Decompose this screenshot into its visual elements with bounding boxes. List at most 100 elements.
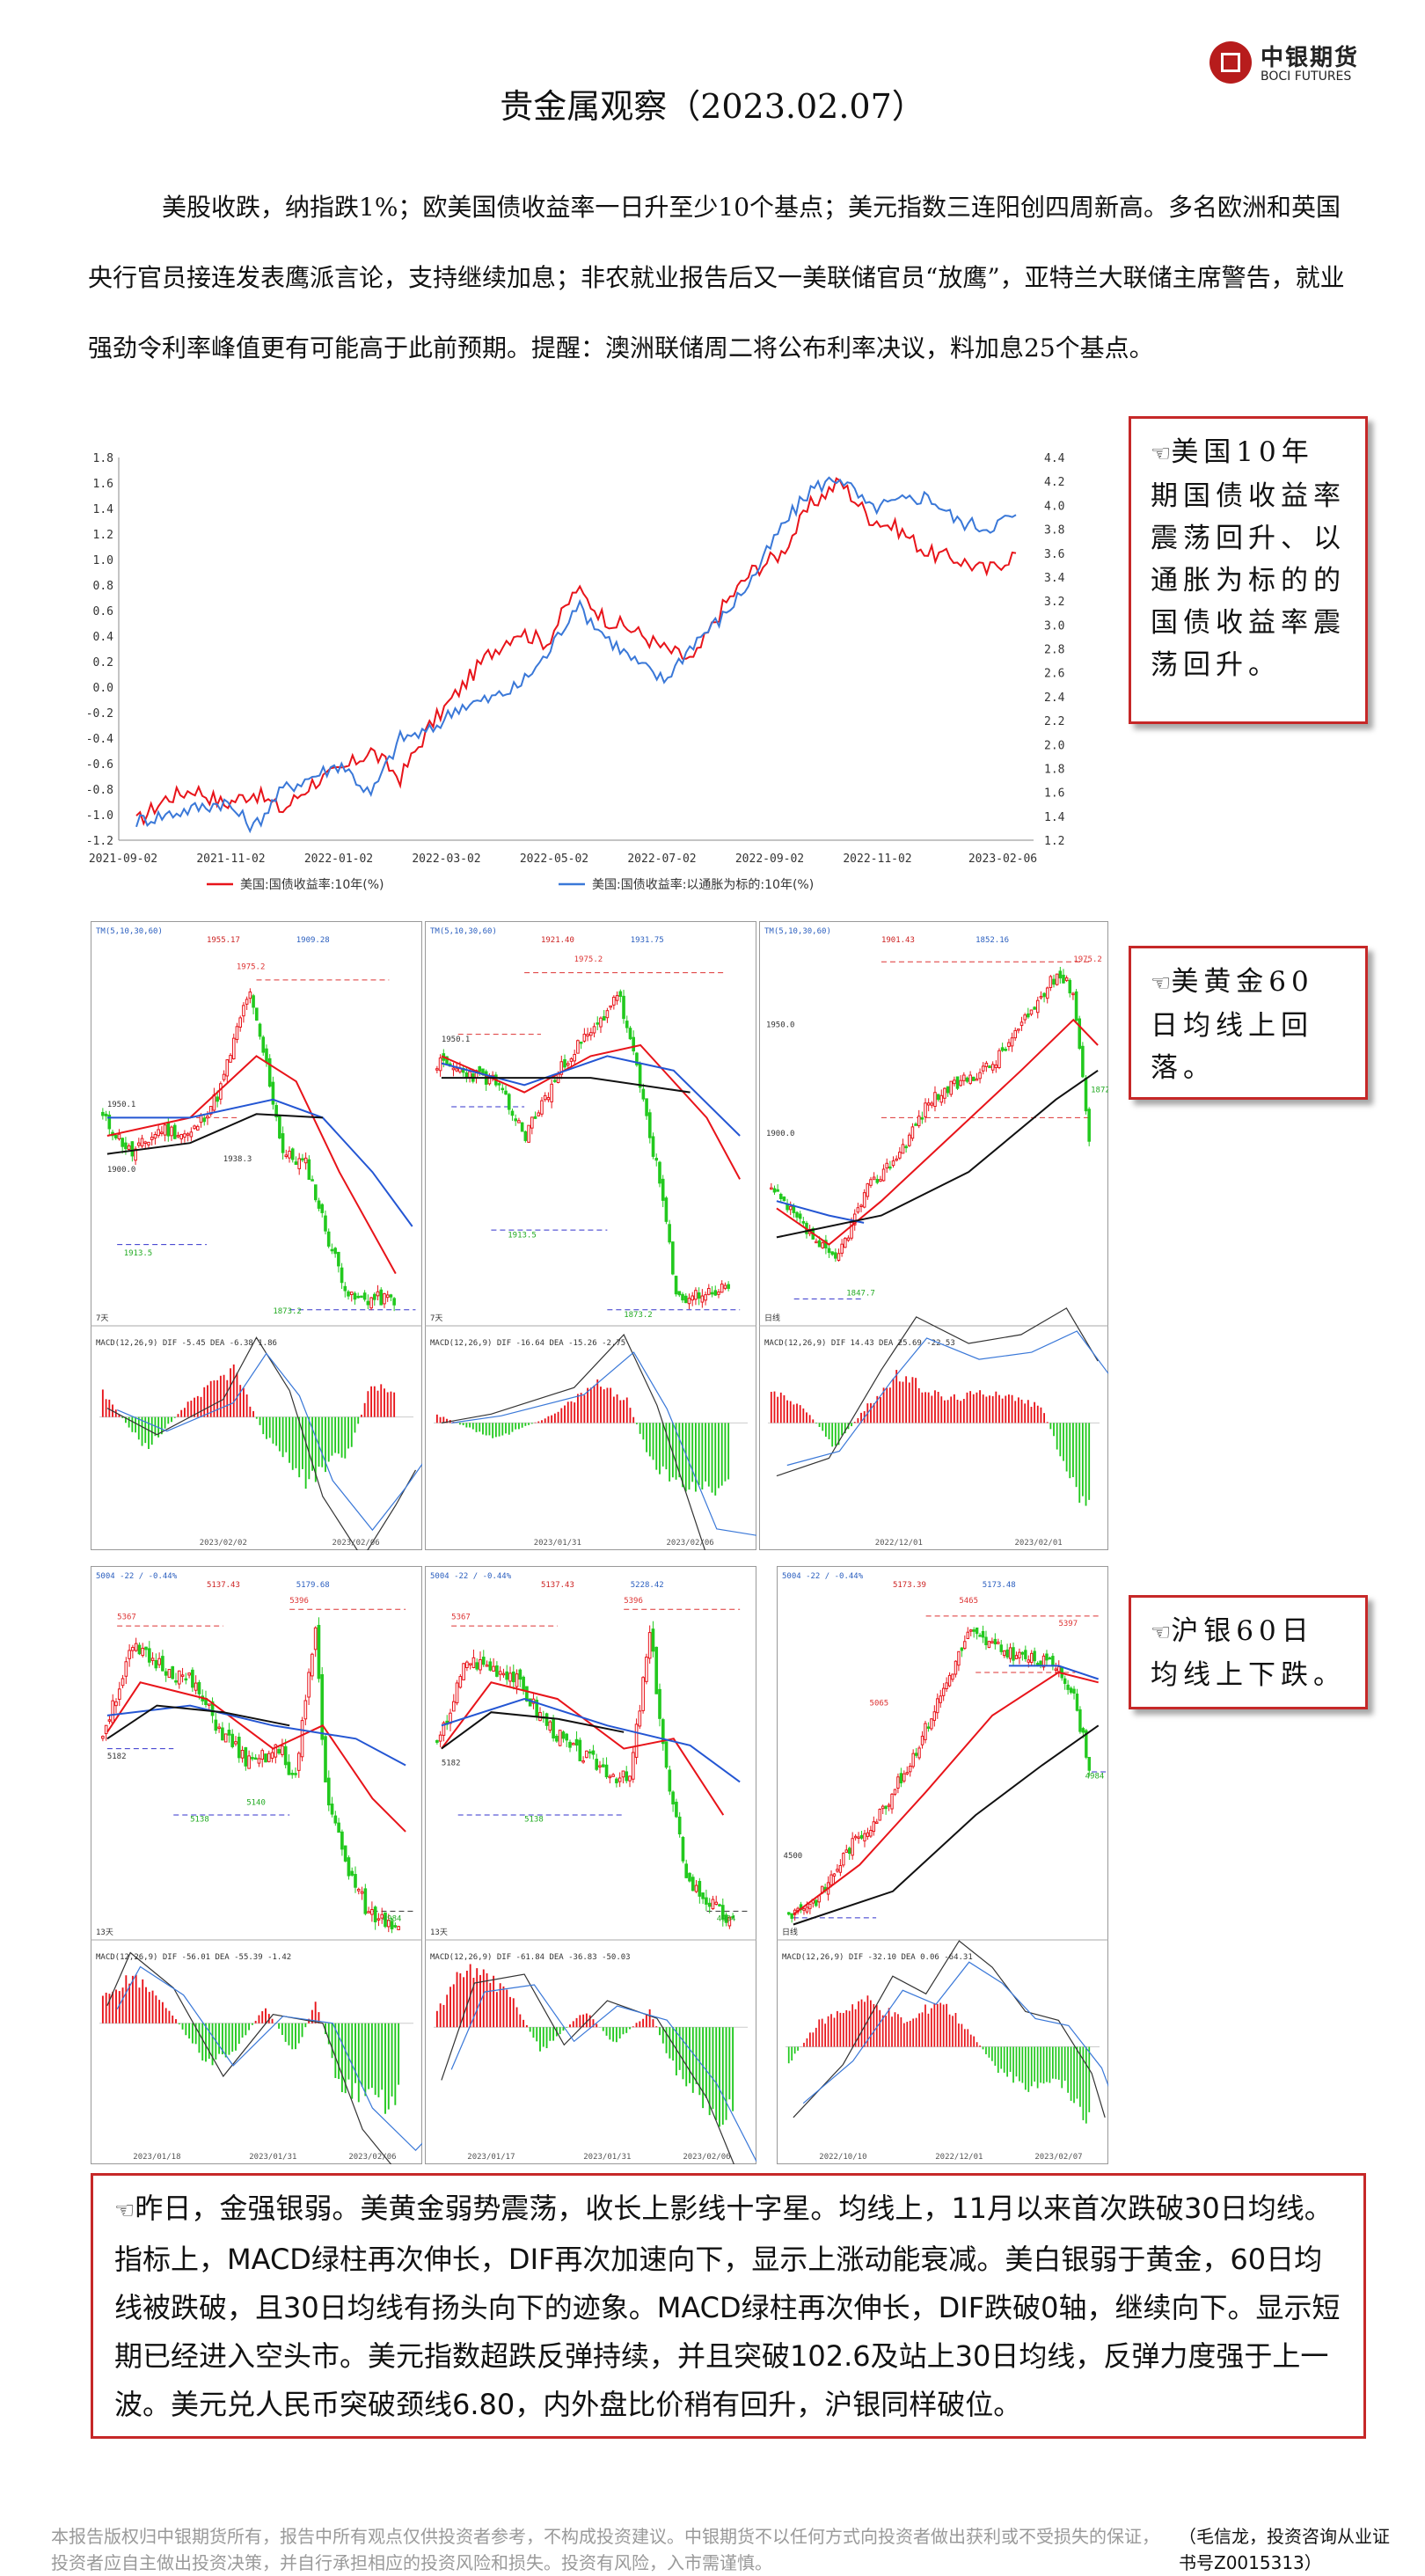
candle-body xyxy=(939,1094,944,1103)
candle-body xyxy=(559,1061,564,1075)
candle-body xyxy=(1033,1006,1036,1010)
candle-body xyxy=(681,1293,684,1301)
candle-body xyxy=(376,1918,381,1921)
candle-body xyxy=(194,1682,198,1691)
candle-body xyxy=(634,1723,639,1758)
x-tick-label: 2022-01-02 xyxy=(304,853,373,866)
candle-body xyxy=(520,1122,524,1132)
candle-body xyxy=(511,1671,515,1683)
candle-body xyxy=(267,1753,271,1762)
candle-body xyxy=(157,1129,160,1137)
candle-body xyxy=(601,1764,605,1767)
candle-body xyxy=(296,1753,301,1771)
candle-body xyxy=(1004,1049,1008,1051)
candle-body xyxy=(385,1294,390,1299)
candle-body xyxy=(898,1152,902,1159)
left-tick-label: -1.0 xyxy=(86,809,113,823)
period-label: 13天 xyxy=(430,1928,448,1937)
ma-value: 5179.68 xyxy=(296,1581,330,1590)
left-tick-label: 1.0 xyxy=(93,554,113,567)
date-label: 2022/12/01 xyxy=(935,2153,983,2162)
candle-body xyxy=(294,1773,297,1775)
candle-body xyxy=(654,1158,659,1161)
candle-body xyxy=(294,1161,298,1166)
ma-value: 5137.43 xyxy=(207,1581,240,1590)
candle-body xyxy=(435,1068,439,1071)
candle-body xyxy=(968,1074,972,1084)
candle-body xyxy=(884,1805,888,1810)
candle-body xyxy=(154,1659,158,1669)
panel-legend: 5004 -22 / -0.44% xyxy=(96,1572,178,1581)
candle-body xyxy=(1084,1078,1088,1112)
candle-body xyxy=(1005,1649,1009,1658)
candle-body xyxy=(604,1764,609,1778)
dea-line xyxy=(802,1961,1108,2104)
gold-panel-2: TM(5,10,30,60) 1921.40 1931.75 7天 1975.2 195… xyxy=(425,921,756,1550)
candle-body xyxy=(576,1040,580,1054)
candle-body xyxy=(605,1010,610,1019)
silver-note-text: 沪银60日均线上下跌。 xyxy=(1151,1615,1346,1691)
candle-body xyxy=(1035,1663,1040,1665)
price-label: 1873.2 xyxy=(624,1311,653,1320)
candle-body xyxy=(805,1906,809,1913)
price-label: 1900.0 xyxy=(107,1166,136,1175)
candle-body xyxy=(234,1741,238,1745)
candle-body xyxy=(936,1094,940,1101)
candle-body xyxy=(525,1686,529,1701)
candle-body xyxy=(631,1752,635,1780)
candle-body xyxy=(1081,1728,1085,1733)
candle-body xyxy=(628,1028,632,1040)
candle-body xyxy=(546,1097,551,1101)
candle-body xyxy=(975,1627,979,1635)
candle-body xyxy=(161,1656,164,1672)
candle-body xyxy=(187,1672,191,1676)
candle-body xyxy=(965,1077,969,1082)
candle-body xyxy=(1068,979,1072,994)
left-tick-label: 1.6 xyxy=(93,478,113,491)
candle-body xyxy=(830,1251,834,1255)
candle-body xyxy=(343,1285,347,1292)
candle-body xyxy=(869,1179,873,1186)
candle-body xyxy=(1012,1647,1015,1661)
bond-yield-chart: -1.2 -1.0 -0.8 -0.6 -0.4 -0.2 0.0 0.2 0.4 0.6 0.8 1… xyxy=(66,440,1091,915)
candle-body xyxy=(380,1914,384,1919)
candle-body xyxy=(311,1653,314,1677)
candle-body xyxy=(320,1674,325,1740)
candle-body xyxy=(896,1776,900,1789)
left-tick-label: -0.6 xyxy=(86,758,113,772)
moving-average-line xyxy=(441,1711,625,1750)
macd-legend: MACD(12,26,9) DIF -61.84 DEA -36.83 -50.… xyxy=(430,1953,631,1962)
candle-body xyxy=(552,1718,555,1738)
candle-body xyxy=(333,1815,338,1824)
candle-body xyxy=(176,1135,180,1138)
candle-body xyxy=(376,1291,380,1297)
candle-body xyxy=(455,1682,459,1703)
price-label: 4984 xyxy=(717,1915,736,1924)
candle-body xyxy=(485,1665,489,1667)
left-tick-label: 0.2 xyxy=(93,656,113,670)
gold-note-text: 美黄金60日均线上回落。 xyxy=(1151,966,1314,1084)
candle-body xyxy=(438,1734,442,1742)
candle-body xyxy=(180,1674,185,1677)
candle-body xyxy=(251,1757,254,1760)
dif-line xyxy=(793,1940,1106,2119)
candle-body xyxy=(307,1672,311,1698)
candle-body xyxy=(121,1138,124,1147)
candle-body xyxy=(290,1148,295,1160)
candle-body xyxy=(615,1778,618,1783)
candle-body xyxy=(1042,992,1046,998)
macd-legend: MACD(12,26,9) DIF -16.64 DEA -15.26 -2.7… xyxy=(430,1339,625,1348)
candle-body xyxy=(1052,978,1056,985)
candle-body xyxy=(1058,970,1063,979)
candle-body xyxy=(1062,974,1065,984)
left-tick-label: 1.8 xyxy=(93,452,113,465)
candle-body xyxy=(384,1912,387,1928)
candle-body xyxy=(163,1124,167,1136)
panel-frame xyxy=(91,1566,422,2164)
panel-legend: 5004 -22 / -0.44% xyxy=(430,1572,512,1581)
candle-body xyxy=(508,1672,512,1682)
summary-text: 昨日，金强银弱。美黄金弱势震荡，收长上影线十字星。均线上，11月以来首次跌破30… xyxy=(114,2192,1341,2421)
price-label: 1847.7 xyxy=(846,1289,875,1298)
candle-body xyxy=(563,1058,566,1068)
candle-body xyxy=(997,1642,1000,1644)
